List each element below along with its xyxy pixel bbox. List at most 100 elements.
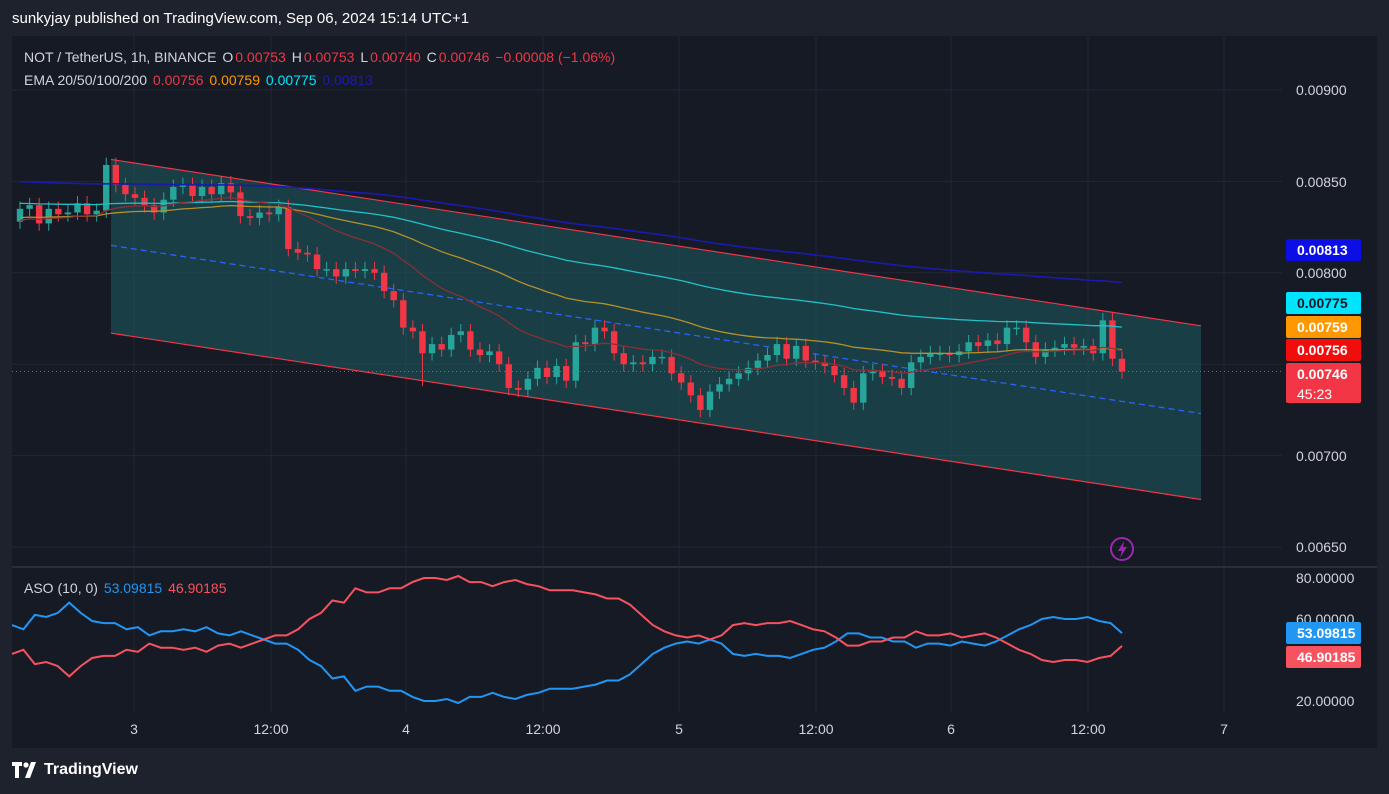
candle-body <box>1070 344 1078 348</box>
candle-body <box>1099 320 1107 354</box>
candle-body <box>639 362 647 365</box>
candle-body <box>515 387 522 390</box>
ema100-line <box>19 200 1123 328</box>
candle-body <box>687 382 694 396</box>
ema-label[interactable]: EMA 20/50/100/200 <box>24 72 147 88</box>
time-label: 6 <box>947 721 955 737</box>
candle-body <box>860 373 867 403</box>
candle-body <box>16 208 24 222</box>
aso-bear-value: 46.90185 <box>168 580 227 596</box>
tradingview-brand: TradingView <box>44 761 138 778</box>
candle-body <box>505 364 512 388</box>
candle-body <box>1042 349 1049 357</box>
candle-body <box>591 327 599 345</box>
change-value: −0.00008 (−1.06%) <box>495 49 616 65</box>
candle-body <box>112 164 120 186</box>
candle-body <box>725 378 733 385</box>
aso-label[interactable]: ASO (10, 0) <box>24 580 98 596</box>
candle-body <box>946 353 953 356</box>
candle-body <box>582 342 589 345</box>
time-label: 4 <box>402 721 410 737</box>
candle-body <box>888 376 896 379</box>
candle-body <box>55 208 62 215</box>
aso-tick: 80.00000 <box>1296 570 1355 586</box>
time-label: 12:00 <box>1070 721 1106 737</box>
ema50-value: 0.00759 <box>209 72 260 88</box>
candle-body <box>64 212 72 215</box>
high-value: 0.00753 <box>303 49 355 65</box>
candle-body <box>697 395 704 410</box>
candle-body <box>457 331 464 335</box>
candle-body <box>917 356 924 363</box>
candle-body <box>879 371 886 377</box>
candle-body <box>735 373 742 379</box>
open-value: 0.00753 <box>235 49 286 65</box>
candle-body <box>850 387 857 403</box>
candle-body <box>783 344 790 359</box>
candle-body <box>246 216 254 218</box>
candle-body <box>668 356 675 374</box>
ema100-value: 0.00775 <box>265 72 317 88</box>
candle-body <box>1013 327 1020 330</box>
candle-body <box>821 362 829 367</box>
candle-body <box>45 208 52 224</box>
aso-bull-value: 53.09815 <box>103 580 163 596</box>
candle-body <box>333 269 340 277</box>
aso-bull-line <box>11 601 1123 705</box>
last-price-tag: 0.00746 45:23 <box>1286 363 1361 403</box>
candle-body <box>1080 345 1087 348</box>
candle-body <box>534 367 541 379</box>
ema200-price-tag: 0.00813 <box>1286 239 1361 261</box>
candle-body <box>131 194 139 198</box>
candle-body <box>610 331 618 354</box>
candle-body <box>869 371 877 374</box>
candle-body <box>26 205 33 209</box>
candle-body <box>304 252 311 255</box>
ema200-line <box>19 180 1123 284</box>
candle-body <box>35 205 43 224</box>
candle-body <box>361 269 369 271</box>
candle-body <box>371 269 378 273</box>
candle-body <box>1109 320 1116 359</box>
candle-body <box>994 340 1001 345</box>
time-label: 7 <box>1220 721 1228 737</box>
candle-body <box>285 206 292 250</box>
candle-body <box>83 203 91 215</box>
candle-body <box>792 345 800 359</box>
ema200-value: 0.00813 <box>322 72 373 88</box>
candle-body <box>984 340 992 346</box>
candle-body <box>678 373 685 383</box>
candle-body <box>745 367 752 374</box>
candle-body <box>572 342 579 381</box>
candle-body <box>898 378 905 388</box>
candle-body <box>524 378 532 390</box>
symbol-label[interactable]: NOT / TetherUS, 1h, BINANCE <box>24 49 217 65</box>
bar-countdown: 45:23 <box>1297 386 1333 402</box>
candle-body <box>486 351 493 356</box>
tradingview-logo[interactable]: TradingView <box>12 761 138 779</box>
candle-body <box>428 344 436 354</box>
ema50-line <box>19 204 1123 355</box>
candle-body <box>400 300 407 328</box>
last-price-value: 0.00746 <box>1297 366 1348 382</box>
price-tick: 0.00850 <box>1296 174 1347 190</box>
candle-body <box>323 269 330 271</box>
candle-body <box>256 212 263 218</box>
candle-body <box>208 186 215 195</box>
candle-body <box>313 254 321 270</box>
ema20-line <box>19 196 1123 374</box>
aso-tick: 20.00000 <box>1296 693 1355 709</box>
ema20-price-tag: 0.00756 <box>1286 339 1361 361</box>
candle-body <box>773 344 781 356</box>
candle-body <box>1022 327 1030 343</box>
close-value: 0.00746 <box>438 49 490 65</box>
price-tick: 0.00800 <box>1296 265 1347 281</box>
candle-body <box>103 164 110 211</box>
candle-body <box>764 355 771 361</box>
candle-body <box>467 331 474 350</box>
channel-midline <box>110 244 1202 415</box>
aso-bull-tag: 53.09815 <box>1286 622 1361 644</box>
candle-body <box>563 366 570 381</box>
candle-body <box>907 362 915 388</box>
